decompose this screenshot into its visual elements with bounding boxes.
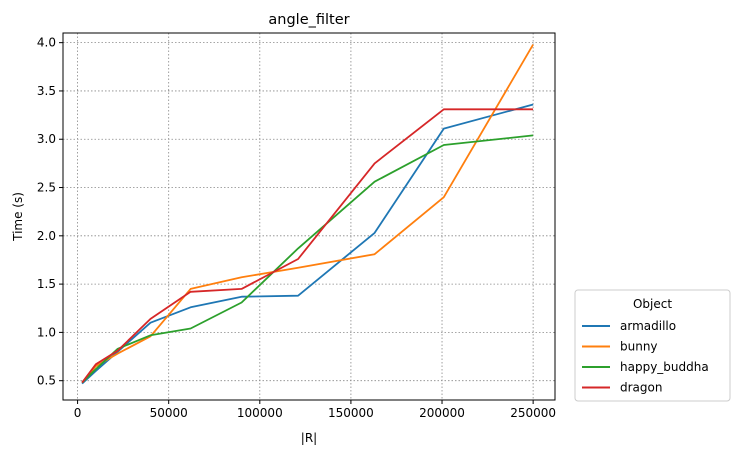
grid xyxy=(63,33,555,400)
series-line-dragon xyxy=(81,108,534,384)
y-tick-label: 3.0 xyxy=(37,132,56,146)
legend-label-bunny: bunny xyxy=(620,340,658,354)
x-axis-label: |R| xyxy=(301,431,317,445)
y-tick-label: 1.0 xyxy=(37,325,56,339)
chart-title: angle_filter xyxy=(268,12,349,28)
plot-area-frame xyxy=(62,32,556,401)
x-tick-label: 150000 xyxy=(328,406,374,420)
x-axis-ticks: 0 50000 100000 150000 200000 250000 xyxy=(74,400,556,420)
x-tick-label: 100000 xyxy=(237,406,283,420)
series-line-armadillo xyxy=(81,103,534,385)
legend-label-armadillo: armadillo xyxy=(620,319,676,333)
series-line-bunny xyxy=(81,44,534,384)
series-line-happy-buddha xyxy=(81,134,534,384)
x-tick-label: 250000 xyxy=(510,406,556,420)
y-axis-label: Time (s) xyxy=(11,192,25,242)
x-tick-label: 200000 xyxy=(419,406,465,420)
legend-title: Object xyxy=(633,297,672,311)
y-tick-label: 3.5 xyxy=(37,84,56,98)
legend-label-dragon: dragon xyxy=(620,381,662,395)
y-tick-label: 0.5 xyxy=(37,374,56,388)
y-tick-label: 2.5 xyxy=(37,181,56,195)
series-lines xyxy=(81,44,534,385)
x-tick-label: 0 xyxy=(74,406,82,420)
y-tick-label: 4.0 xyxy=(37,36,56,50)
y-tick-label: 1.5 xyxy=(37,277,56,291)
x-tick-label: 50000 xyxy=(150,406,188,420)
y-axis-ticks: 0.5 1.0 1.5 2.0 2.5 3.0 3.5 4.0 xyxy=(37,36,63,388)
legend-box xyxy=(574,289,731,402)
legend-label-happy-buddha: happy_buddha xyxy=(620,360,709,374)
y-tick-label: 2.0 xyxy=(37,229,56,243)
